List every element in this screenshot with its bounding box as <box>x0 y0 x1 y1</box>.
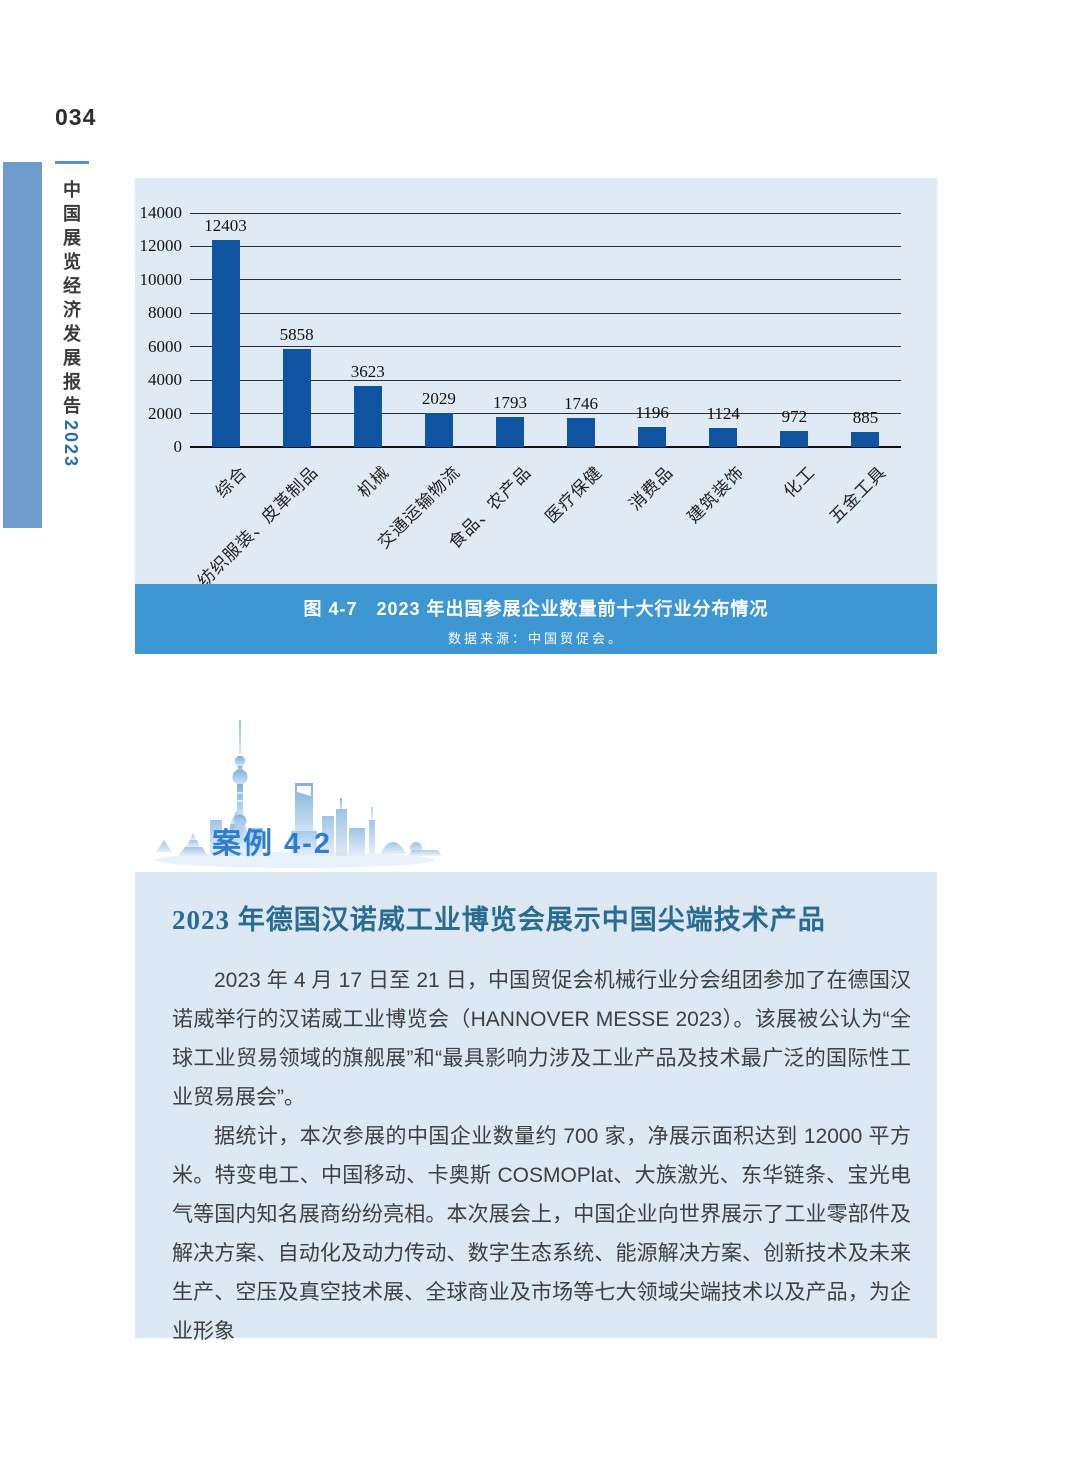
chart-panel: 0 2000 4000 6000 8000 10000 12000 14000 12403 综合 5… <box>135 178 937 591</box>
gridline <box>190 346 901 348</box>
gridline <box>190 312 901 314</box>
y-tick-label: 12000 <box>139 236 183 256</box>
bar <box>851 432 880 447</box>
category-label: 机械 <box>353 462 393 502</box>
bar <box>211 239 240 447</box>
bar-value-label: 3623 <box>350 362 385 382</box>
figure-caption: 图 4-7 2023 年出国参展企业数量前十大行业分布情况 <box>303 599 769 619</box>
bar-value-label: 1793 <box>492 393 527 413</box>
figure-source: 数据来源：中国贸促会。 <box>447 631 624 646</box>
case-body-panel: 2023 年德国汉诺威工业博览会展示中国尖端技术产品 2023 年 4 月 17… <box>135 872 937 1343</box>
bar <box>567 417 596 447</box>
case-title: 2023 年德国汉诺威工业博览会展示中国尖端技术产品 <box>172 905 826 935</box>
category-label: 医疗保健 <box>541 462 607 527</box>
sidebar-accent-band <box>3 162 42 528</box>
y-tick-label: 8000 <box>148 303 182 323</box>
bar-chart: 0 2000 4000 6000 8000 10000 12000 14000 12403 综合 5… <box>135 178 937 591</box>
bar-value-label: 885 <box>852 408 879 428</box>
category-label: 五金工具 <box>826 462 891 527</box>
y-tick-label: 6000 <box>148 336 182 356</box>
y-tick-label: 0 <box>173 437 183 456</box>
y-tick-label: 4000 <box>148 370 182 390</box>
case-paragraph: 2023 年 4 月 17 日至 21 日，中国贸促会机械行业分会组团参加了在德… <box>172 969 911 1109</box>
page-number-rule <box>55 161 89 164</box>
gridline <box>190 413 901 415</box>
bar <box>495 417 524 447</box>
bar <box>638 427 667 447</box>
gridline <box>190 212 901 214</box>
gridline <box>190 279 901 281</box>
bar <box>424 413 453 447</box>
category-label: 化工 <box>780 462 820 502</box>
y-tick-label: 2000 <box>148 403 182 423</box>
category-label: 消费品 <box>625 462 678 515</box>
bar-value-label: 2029 <box>421 389 456 409</box>
bar-value-label: 972 <box>781 406 808 426</box>
bar <box>282 349 311 447</box>
figure-caption-bar: 图 4-7 2023 年出国参展企业数量前十大行业分布情况 数据来源：中国贸促会… <box>135 584 937 654</box>
case-number-label: 案例 4-2 <box>212 828 332 860</box>
gridline <box>190 379 901 381</box>
bar <box>780 430 809 447</box>
bar-value-label: 1746 <box>564 393 599 413</box>
bar <box>709 428 738 447</box>
bar-value-label: 5858 <box>279 325 314 345</box>
page-number: 034 <box>55 104 97 130</box>
category-label: 建筑装饰 <box>683 462 749 527</box>
category-label: 综合 <box>211 462 251 502</box>
case-paragraph: 据统计，本次参展的中国企业数量约 700 家，净展示面积达到 12000 平方米… <box>172 1125 911 1343</box>
bar-value-label: 1124 <box>706 404 740 424</box>
report-title-vertical: 中国展览经济发展报告2023 <box>58 180 84 500</box>
y-tick-label: 14000 <box>139 203 183 222</box>
category-label: 纺织服装、皮革制品 <box>193 462 322 591</box>
city-skyline-illustration <box>155 720 442 868</box>
gridline <box>190 446 901 448</box>
case-header: 案例 4-2 <box>150 712 450 874</box>
bar-value-label: 1196 <box>635 403 669 422</box>
report-year-text: 2023 <box>61 420 81 469</box>
bar-value-label: 12403 <box>204 215 247 235</box>
report-title-text: 中国展览经济发展报告 <box>61 180 81 420</box>
gridline <box>190 245 901 247</box>
y-tick-label: 10000 <box>139 269 183 289</box>
bar <box>353 386 382 447</box>
